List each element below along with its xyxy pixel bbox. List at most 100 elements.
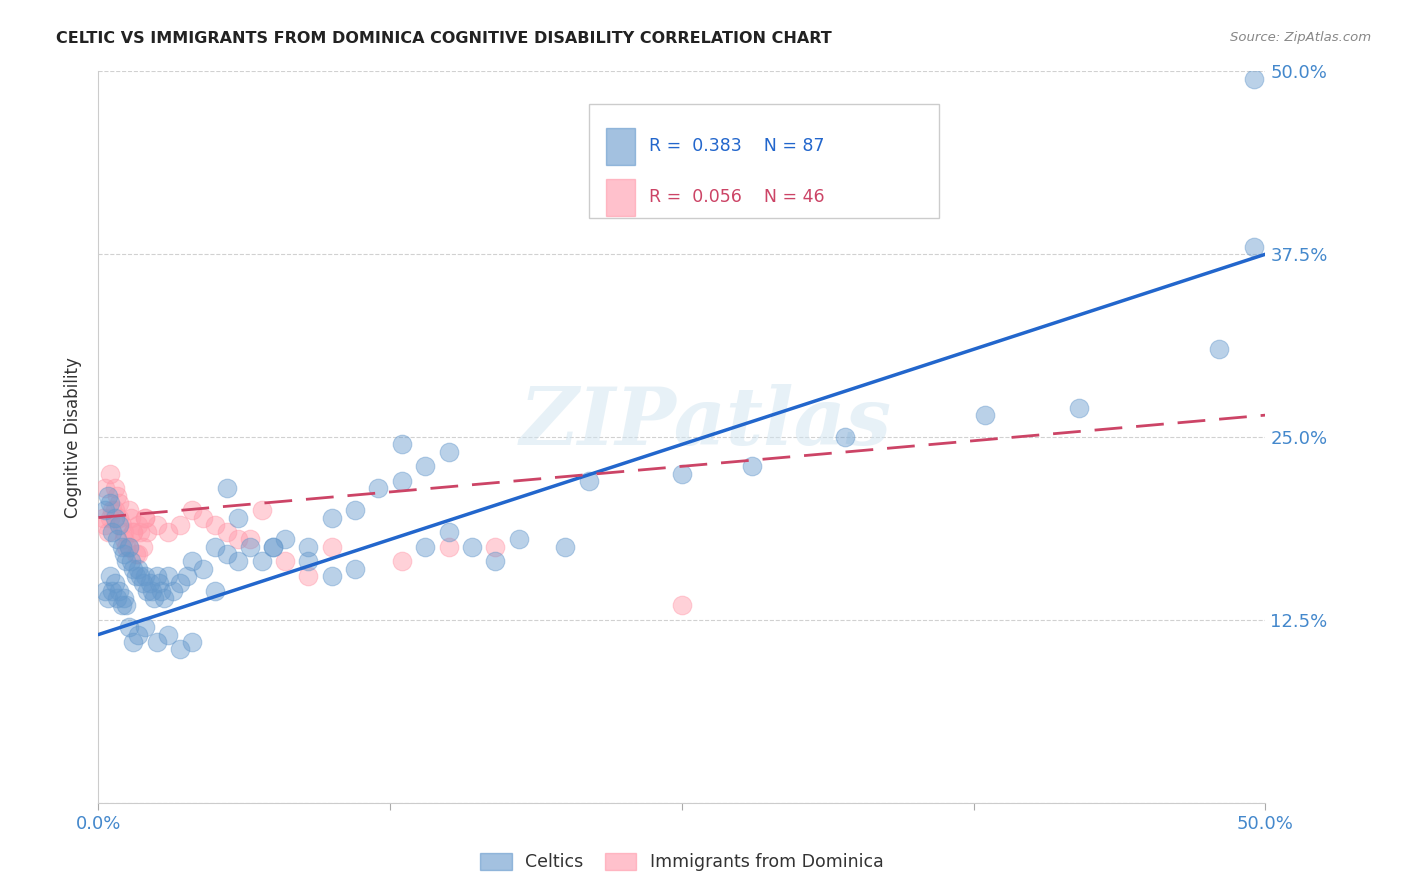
Point: [321, 569, 343, 583]
Point: [228, 554, 250, 568]
Point: [125, 569, 148, 583]
Point: [152, 591, 174, 605]
Point: [204, 583, 226, 598]
Point: [250, 503, 273, 517]
Point: [204, 540, 226, 554]
Point: [98, 496, 121, 510]
Text: R =  0.383    N = 87: R = 0.383 N = 87: [650, 137, 825, 155]
Point: [367, 481, 389, 495]
Point: [104, 510, 127, 524]
Point: [228, 533, 250, 547]
Point: [169, 517, 191, 532]
Point: [180, 635, 202, 649]
Point: [228, 510, 250, 524]
Point: [413, 540, 436, 554]
Point: [176, 569, 198, 583]
Point: [162, 583, 184, 598]
Point: [1243, 240, 1265, 254]
Point: [974, 408, 997, 422]
Point: [297, 569, 319, 583]
Point: [111, 599, 134, 613]
Point: [122, 525, 145, 540]
Point: [120, 554, 142, 568]
Point: [115, 554, 138, 568]
Point: [120, 510, 142, 524]
Text: R =  0.056    N = 46: R = 0.056 N = 46: [650, 188, 825, 206]
Point: [391, 437, 413, 451]
Point: [108, 510, 131, 524]
Point: [105, 591, 128, 605]
Legend: Celtics, Immigrants from Dominica: Celtics, Immigrants from Dominica: [474, 846, 890, 879]
Point: [344, 562, 367, 576]
Point: [215, 481, 238, 495]
Point: [239, 533, 262, 547]
Point: [146, 517, 169, 532]
Point: [94, 481, 117, 495]
Bar: [606, 179, 636, 216]
Point: [239, 540, 262, 554]
Point: [321, 510, 343, 524]
Point: [461, 540, 484, 554]
Bar: [606, 128, 636, 164]
Point: [105, 489, 128, 503]
Point: [193, 510, 215, 524]
Point: [344, 503, 367, 517]
Point: [413, 459, 436, 474]
Point: [127, 627, 149, 641]
Point: [437, 444, 460, 458]
Point: [578, 474, 600, 488]
Point: [115, 540, 138, 554]
Text: Source: ZipAtlas.com: Source: ZipAtlas.com: [1230, 31, 1371, 45]
Point: [215, 547, 238, 561]
Point: [94, 503, 117, 517]
Point: [437, 540, 460, 554]
Point: [671, 467, 693, 481]
Point: [1243, 71, 1265, 86]
Point: [297, 554, 319, 568]
Point: [169, 642, 191, 657]
Point: [180, 554, 202, 568]
Point: [122, 562, 145, 576]
Point: [98, 510, 121, 524]
Point: [141, 583, 163, 598]
Point: [115, 599, 138, 613]
Point: [134, 510, 156, 524]
Point: [111, 540, 134, 554]
Point: [274, 554, 297, 568]
Point: [136, 583, 159, 598]
Point: [484, 540, 506, 554]
Point: [127, 562, 149, 576]
Point: [125, 547, 148, 561]
Point: [554, 540, 576, 554]
Point: [94, 583, 117, 598]
Point: [101, 583, 124, 598]
Point: [118, 540, 141, 554]
Point: [134, 510, 156, 524]
Point: [484, 554, 506, 568]
Point: [391, 474, 413, 488]
Point: [118, 503, 141, 517]
Point: [146, 569, 169, 583]
Point: [139, 576, 162, 591]
Point: [112, 525, 135, 540]
Point: [129, 569, 152, 583]
Point: [132, 540, 155, 554]
Point: [204, 517, 226, 532]
Point: [150, 583, 173, 598]
Point: [671, 599, 693, 613]
Point: [1208, 343, 1230, 357]
Point: [98, 569, 121, 583]
Point: [111, 517, 134, 532]
Point: [91, 510, 114, 524]
Point: [180, 503, 202, 517]
Point: [741, 459, 763, 474]
Y-axis label: Cognitive Disability: Cognitive Disability: [65, 357, 83, 517]
Point: [215, 525, 238, 540]
Point: [146, 635, 169, 649]
Point: [391, 554, 413, 568]
Point: [112, 533, 135, 547]
Point: [108, 496, 131, 510]
Point: [94, 517, 117, 532]
Point: [508, 533, 530, 547]
Point: [118, 620, 141, 634]
